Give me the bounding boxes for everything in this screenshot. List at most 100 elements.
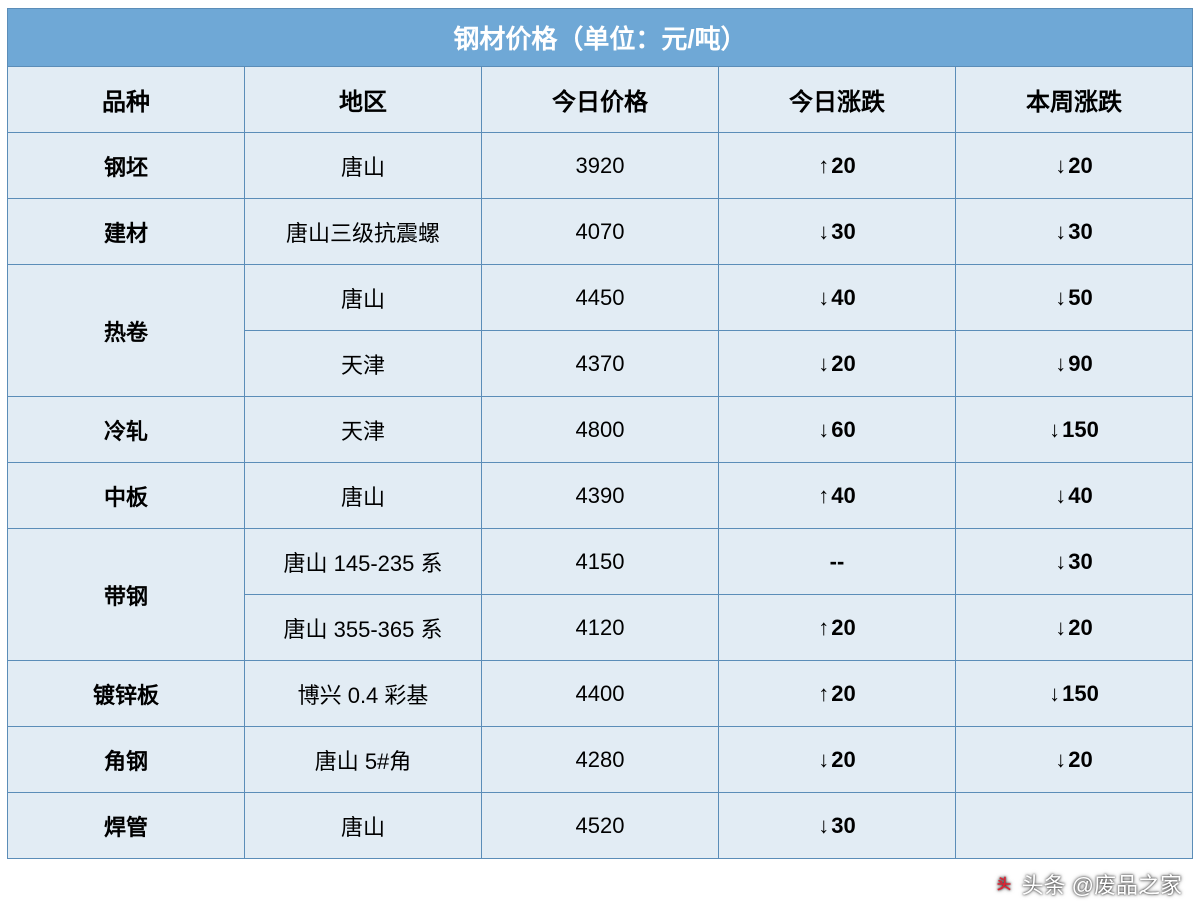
arrow-down-icon: ↓ bbox=[1055, 615, 1066, 640]
change-value: 20 bbox=[831, 681, 855, 706]
change-value: 90 bbox=[1068, 351, 1092, 376]
price-cell: 4390 bbox=[482, 463, 719, 529]
today-change-cell: ↓20 bbox=[719, 727, 956, 793]
col-today-change: 今日涨跌 bbox=[719, 67, 956, 133]
week-change-cell: ↓30 bbox=[956, 529, 1193, 595]
watermark-handle: @废品之家 bbox=[1072, 868, 1182, 900]
arrow-down-icon: ↓ bbox=[818, 417, 829, 442]
week-change-cell: ↓20 bbox=[956, 595, 1193, 661]
arrow-down-icon: ↓ bbox=[818, 747, 829, 772]
steel-price-table: 钢材价格（单位：元/吨） 品种 地区 今日价格 今日涨跌 本周涨跌 钢坯唐山39… bbox=[7, 8, 1193, 859]
arrow-up-icon: ↑ bbox=[818, 153, 829, 178]
col-region: 地区 bbox=[245, 67, 482, 133]
region-cell: 唐山 355-365 系 bbox=[245, 595, 482, 661]
product-cell: 角钢 bbox=[8, 727, 245, 793]
toutiao-icon: 头 bbox=[992, 872, 1016, 896]
change-value: 40 bbox=[831, 483, 855, 508]
price-cell: 4800 bbox=[482, 397, 719, 463]
change-value: 40 bbox=[1068, 483, 1092, 508]
region-cell: 唐山 bbox=[245, 265, 482, 331]
arrow-down-icon: ↓ bbox=[1049, 681, 1060, 706]
arrow-down-icon: ↓ bbox=[1049, 417, 1060, 442]
arrow-down-icon: ↓ bbox=[818, 219, 829, 244]
change-value: 50 bbox=[1068, 285, 1092, 310]
today-change-cell: ↓40 bbox=[719, 265, 956, 331]
change-value: 30 bbox=[831, 219, 855, 244]
table-row: 钢坯唐山3920↑20↓20 bbox=[8, 133, 1193, 199]
svg-text:头: 头 bbox=[997, 876, 1011, 892]
product-cell: 热卷 bbox=[8, 265, 245, 397]
week-change-cell: ↓150 bbox=[956, 397, 1193, 463]
col-price: 今日价格 bbox=[482, 67, 719, 133]
product-cell: 中板 bbox=[8, 463, 245, 529]
change-value: 20 bbox=[1068, 615, 1092, 640]
table-title-row: 钢材价格（单位：元/吨） bbox=[8, 9, 1193, 67]
week-change-cell bbox=[956, 793, 1193, 859]
arrow-down-icon: ↓ bbox=[1055, 483, 1066, 508]
change-value: 30 bbox=[1068, 219, 1092, 244]
today-change-cell: -- bbox=[719, 529, 956, 595]
change-value: 150 bbox=[1062, 417, 1099, 442]
table-body: 钢坯唐山3920↑20↓20建材唐山三级抗震螺4070↓30↓30热卷唐山445… bbox=[8, 133, 1193, 859]
today-change-cell: ↑40 bbox=[719, 463, 956, 529]
table-row: 建材唐山三级抗震螺4070↓30↓30 bbox=[8, 199, 1193, 265]
change-value: 20 bbox=[831, 747, 855, 772]
region-cell: 唐山三级抗震螺 bbox=[245, 199, 482, 265]
change-value: 30 bbox=[831, 813, 855, 838]
arrow-down-icon: ↓ bbox=[1055, 747, 1066, 772]
arrow-down-icon: ↓ bbox=[1055, 153, 1066, 178]
week-change-cell: ↓20 bbox=[956, 727, 1193, 793]
table-row: 角钢唐山 5#角4280↓20↓20 bbox=[8, 727, 1193, 793]
product-cell: 焊管 bbox=[8, 793, 245, 859]
price-cell: 4150 bbox=[482, 529, 719, 595]
arrow-down-icon: ↓ bbox=[1055, 285, 1066, 310]
price-cell: 4400 bbox=[482, 661, 719, 727]
arrow-down-icon: ↓ bbox=[1055, 219, 1066, 244]
change-value: 20 bbox=[831, 351, 855, 376]
table-row: 热卷唐山4450↓40↓50 bbox=[8, 265, 1193, 331]
today-change-cell: ↑20 bbox=[719, 661, 956, 727]
arrow-down-icon: ↓ bbox=[818, 351, 829, 376]
col-week-change: 本周涨跌 bbox=[956, 67, 1193, 133]
watermark: 头 头条 @废品之家 bbox=[992, 868, 1182, 900]
price-cell: 4450 bbox=[482, 265, 719, 331]
region-cell: 唐山 5#角 bbox=[245, 727, 482, 793]
week-change-cell: ↓40 bbox=[956, 463, 1193, 529]
price-cell: 3920 bbox=[482, 133, 719, 199]
col-product: 品种 bbox=[8, 67, 245, 133]
table-row: 冷轧天津4800↓60↓150 bbox=[8, 397, 1193, 463]
change-value: 60 bbox=[831, 417, 855, 442]
today-change-cell: ↓20 bbox=[719, 331, 956, 397]
week-change-cell: ↓30 bbox=[956, 199, 1193, 265]
today-change-cell: ↓30 bbox=[719, 199, 956, 265]
region-cell: 唐山 bbox=[245, 463, 482, 529]
change-value: 20 bbox=[1068, 153, 1092, 178]
change-value: 20 bbox=[831, 153, 855, 178]
arrow-down-icon: ↓ bbox=[1055, 351, 1066, 376]
arrow-up-icon: ↑ bbox=[818, 681, 829, 706]
week-change-cell: ↓150 bbox=[956, 661, 1193, 727]
product-cell: 钢坯 bbox=[8, 133, 245, 199]
today-change-cell: ↓60 bbox=[719, 397, 956, 463]
week-change-cell: ↓90 bbox=[956, 331, 1193, 397]
week-change-cell: ↓20 bbox=[956, 133, 1193, 199]
arrow-up-icon: ↑ bbox=[818, 615, 829, 640]
region-cell: 唐山 bbox=[245, 133, 482, 199]
table-row: 带钢唐山 145-235 系4150--↓30 bbox=[8, 529, 1193, 595]
today-change-cell: ↓30 bbox=[719, 793, 956, 859]
table-title: 钢材价格（单位：元/吨） bbox=[8, 9, 1193, 67]
region-cell: 天津 bbox=[245, 397, 482, 463]
arrow-down-icon: ↓ bbox=[1055, 549, 1066, 574]
watermark-prefix: 头条 bbox=[1022, 868, 1066, 900]
change-value: 40 bbox=[831, 285, 855, 310]
change-value: 20 bbox=[831, 615, 855, 640]
change-value: 150 bbox=[1062, 681, 1099, 706]
table-row: 镀锌板博兴 0.4 彩基4400↑20↓150 bbox=[8, 661, 1193, 727]
product-cell: 冷轧 bbox=[8, 397, 245, 463]
today-change-cell: ↑20 bbox=[719, 595, 956, 661]
product-cell: 建材 bbox=[8, 199, 245, 265]
today-change-cell: ↑20 bbox=[719, 133, 956, 199]
price-cell: 4120 bbox=[482, 595, 719, 661]
region-cell: 博兴 0.4 彩基 bbox=[245, 661, 482, 727]
table-header-row: 品种 地区 今日价格 今日涨跌 本周涨跌 bbox=[8, 67, 1193, 133]
